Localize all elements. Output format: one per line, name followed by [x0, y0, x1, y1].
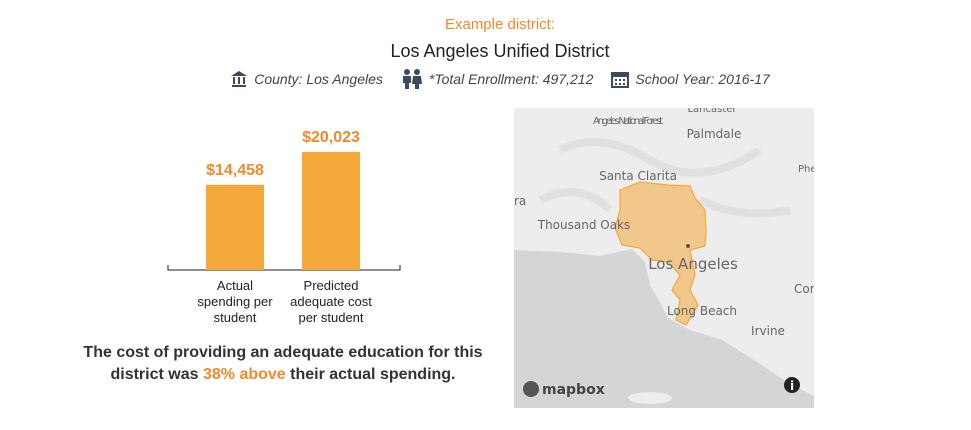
summary-highlight: 38% above: [202, 366, 286, 383]
info-text: School Year: 2016-17: [635, 71, 770, 87]
eyebrow: Example district:: [444, 16, 556, 33]
value-label: $20,023: [302, 129, 360, 146]
map-labels: Lancaster Angeles National Forest Palmdale…: [514, 108, 814, 338]
enrollment-icon: [402, 69, 422, 89]
map: Lancaster Angeles National Forest Palmdale…: [514, 108, 814, 408]
mapbox-logo: [523, 381, 539, 397]
map-label: ra: [514, 194, 526, 208]
calendar-icon: [611, 72, 630, 88]
district-title: Los Angeles Unified District: [390, 41, 610, 61]
info-item: *Total Enrollment: 497,212: [401, 68, 593, 90]
mapbox-attribution: mapbox: [542, 382, 605, 398]
map-label: Cor: [794, 282, 814, 296]
map-label: Angeles National Forest: [593, 116, 663, 127]
summary-text: The cost of providing an adequate educat…: [83, 344, 483, 383]
county-icon: [231, 71, 248, 87]
district-shape: [614, 181, 707, 326]
summary: The cost of providing an adequate educat…: [70, 342, 496, 386]
map-label: Long Beach: [667, 304, 737, 318]
map-terrain: [538, 138, 791, 218]
map-label: Los Angeles: [648, 255, 738, 273]
info-row: County: Los Angeles *Total Enrollment: 4…: [0, 68, 971, 90]
info-button[interactable]: [784, 377, 800, 393]
bar: [206, 184, 264, 270]
baseline: [167, 265, 401, 271]
map-label: Lancaster: [687, 108, 737, 115]
info-item: School Year: 2016-17: [611, 68, 770, 90]
map-label: Thousand Oaks: [537, 218, 631, 232]
map-label: Palmdale: [687, 127, 742, 141]
info-item: County: Los Angeles: [230, 68, 383, 90]
bar: [302, 152, 360, 270]
map-ocean: [514, 249, 814, 408]
category-label: Actual spending per student: [197, 278, 273, 325]
map-label: Phe: [798, 164, 814, 175]
value-label: $14,458: [206, 161, 264, 179]
info-text: County: Los Angeles: [254, 71, 383, 87]
city-dot: [686, 244, 690, 248]
map-label: Irvine: [751, 324, 785, 338]
info-text: *Total Enrollment: 497,212: [428, 71, 594, 87]
summary-text: their actual spending.: [290, 366, 456, 383]
category-label: Predicted adequate cost per student: [290, 278, 372, 325]
bar-chart: [167, 152, 401, 271]
map-island: [628, 392, 672, 404]
info-button-glyph: i: [790, 379, 794, 393]
map-label: Santa Clarita: [599, 169, 677, 183]
